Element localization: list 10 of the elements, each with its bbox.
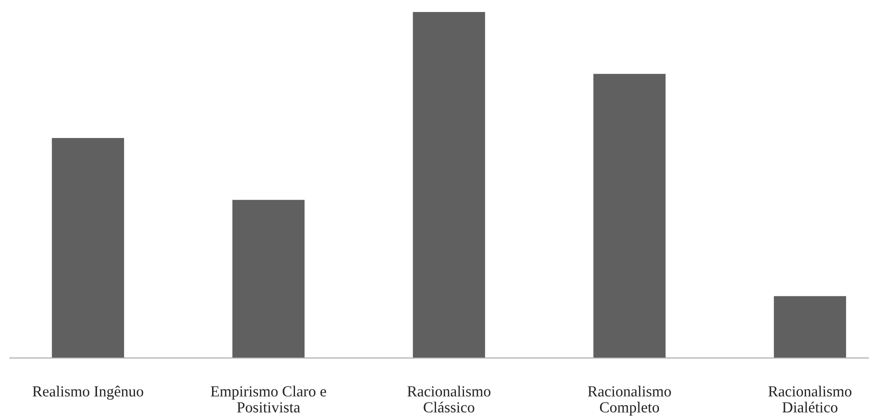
bar bbox=[774, 296, 846, 358]
x-tick-label: Realismo Ingênuo bbox=[32, 386, 144, 400]
bar bbox=[412, 12, 486, 358]
x-tick-label: Empirismo Claro e Positivista bbox=[210, 386, 326, 413]
bar bbox=[593, 74, 666, 358]
bar bbox=[232, 200, 305, 358]
x-tick-label: Racionalismo Dialético bbox=[768, 386, 852, 413]
x-tick-label: Racionalismo Clássico bbox=[407, 386, 490, 413]
x-tick-label: Racionalismo Completo bbox=[588, 386, 671, 416]
bar bbox=[52, 138, 124, 358]
